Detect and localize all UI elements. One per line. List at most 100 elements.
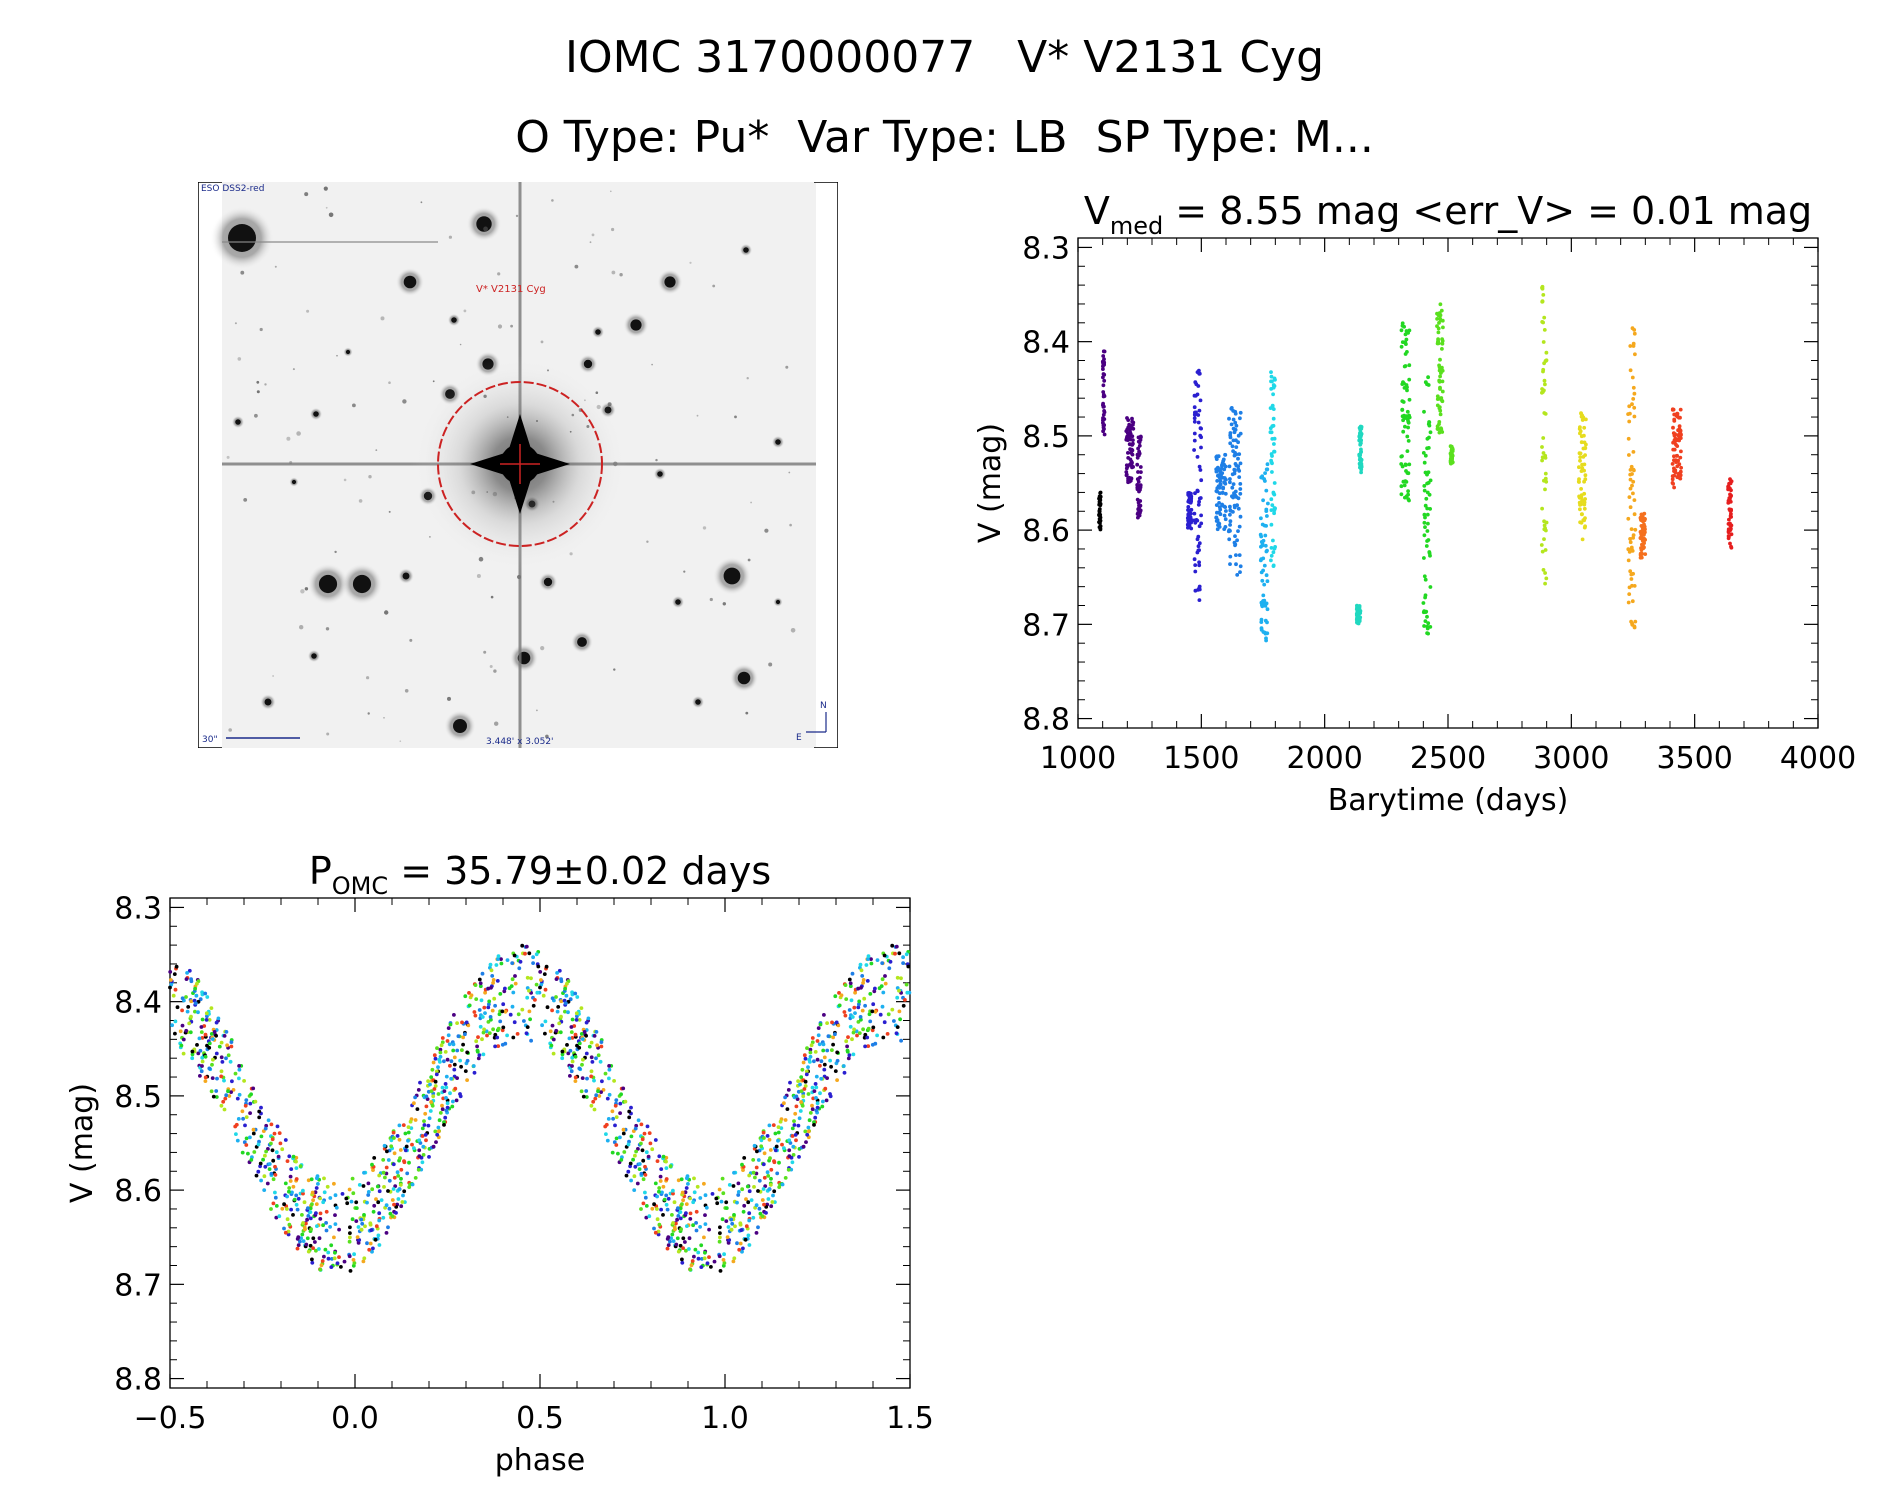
ph-data-point (589, 1040, 594, 1045)
ph-data-point (899, 1038, 903, 1043)
ph-data-point (575, 995, 580, 999)
lc-data-point (1097, 509, 1102, 514)
ph-data-point (258, 1161, 263, 1166)
ph-data-point (771, 1193, 775, 1198)
lc-data-point (1101, 405, 1106, 409)
finder-star (775, 439, 781, 445)
ph-data-point (863, 1032, 868, 1037)
lc-data-point (1186, 519, 1191, 523)
ph-data-point (573, 1032, 578, 1037)
finder-faint-star (540, 646, 545, 651)
ph-data-point (695, 1184, 700, 1189)
ph-data-point (617, 1094, 622, 1098)
ph-data-point (660, 1190, 664, 1195)
lc-data-point (1440, 430, 1445, 434)
ph-data-point (191, 991, 195, 995)
lc-data-point (1642, 541, 1646, 545)
lc-data-point (1234, 562, 1238, 567)
ph-data-point (677, 1226, 682, 1231)
lc-data-point (1437, 396, 1442, 401)
ph-data-point (300, 1222, 305, 1227)
ph-data-point (780, 1103, 784, 1108)
ph-data-point (371, 1246, 375, 1251)
lc-data-point (1579, 434, 1584, 439)
ph-data-point (193, 984, 198, 989)
ph-data-point (841, 1064, 846, 1069)
ph-data-point (666, 1196, 671, 1201)
ph-data-point (669, 1164, 673, 1169)
lc-data-point (1435, 427, 1440, 431)
ph-data-point (778, 1182, 782, 1187)
lc-data-point (1727, 507, 1732, 512)
lc-data-point (1672, 417, 1677, 422)
lc-data-point (1216, 484, 1221, 489)
ph-data-point (773, 1148, 778, 1153)
ph-x-tick-label: 0.5 (516, 1401, 564, 1436)
lc-data-point (1223, 453, 1228, 457)
ph-data-point (310, 1192, 314, 1197)
ph-data-point (640, 1148, 645, 1153)
ph-data-point (569, 1025, 574, 1029)
ph-data-point (895, 1032, 900, 1036)
lc-data-point (1127, 463, 1132, 467)
ph-data-point (548, 1041, 553, 1046)
ph-data-point (207, 1041, 212, 1046)
lc-data-point (1263, 631, 1268, 636)
ph-data-point (801, 1098, 806, 1103)
ph-data-point (726, 1225, 731, 1229)
ph-data-point (678, 1216, 683, 1221)
lc-data-point (1186, 518, 1190, 523)
lc-data-point (1359, 450, 1363, 455)
lc-data-point (1425, 614, 1429, 619)
lc-data-point (1098, 494, 1103, 499)
lc-data-point (1136, 484, 1140, 489)
ph-data-point (273, 1190, 277, 1195)
ph-data-point (429, 1089, 434, 1093)
ph-data-point (621, 1131, 626, 1136)
ph-data-point (399, 1204, 404, 1209)
ph-data-point (437, 1118, 442, 1123)
lc-data-point (1137, 510, 1141, 515)
ph-data-point (731, 1217, 736, 1222)
ph-data-point (868, 1009, 872, 1014)
ph-data-point (682, 1194, 687, 1199)
ph-data-point (524, 944, 529, 949)
ph-data-point (377, 1243, 382, 1247)
ph-data-point (743, 1237, 748, 1242)
lc-data-point (1197, 563, 1202, 568)
lc-data-point (1440, 318, 1445, 323)
lc-data-point (1578, 501, 1583, 506)
ph-data-point (596, 1053, 601, 1058)
ph-data-point (525, 975, 530, 980)
ph-data-point (717, 1187, 722, 1192)
ph-data-point (490, 984, 494, 988)
ph-data-point (787, 1166, 791, 1170)
ph-data-point (574, 1018, 579, 1022)
ph-data-point (347, 1187, 352, 1192)
lc-data-point (1130, 416, 1134, 421)
ph-data-point (603, 1071, 608, 1076)
ph-data-point (774, 1144, 779, 1149)
ph-data-point (619, 1158, 624, 1162)
lc-data-point (1355, 612, 1359, 617)
ph-data-point (267, 1142, 272, 1147)
lc-data-point (1128, 457, 1133, 462)
ph-data-point (497, 1012, 502, 1017)
lc-data-point (1580, 418, 1585, 422)
lc-data-point (1640, 514, 1645, 518)
ph-data-point (761, 1187, 766, 1191)
ph-data-point (434, 1140, 438, 1144)
ph-data-point (600, 1079, 604, 1084)
ph-data-point (797, 1147, 802, 1151)
ph-data-point (822, 1013, 826, 1017)
ph-data-point (537, 990, 542, 995)
lc-data-point (1437, 430, 1442, 435)
finder-faint-star (459, 343, 462, 346)
lc-data-point (1672, 454, 1676, 459)
ph-data-point (445, 1110, 449, 1115)
finder-faint-star (429, 536, 431, 538)
ph-data-point (400, 1200, 405, 1204)
lc-data-point (1189, 494, 1194, 499)
ph-data-point (639, 1207, 643, 1211)
ph-data-point (624, 1145, 629, 1149)
